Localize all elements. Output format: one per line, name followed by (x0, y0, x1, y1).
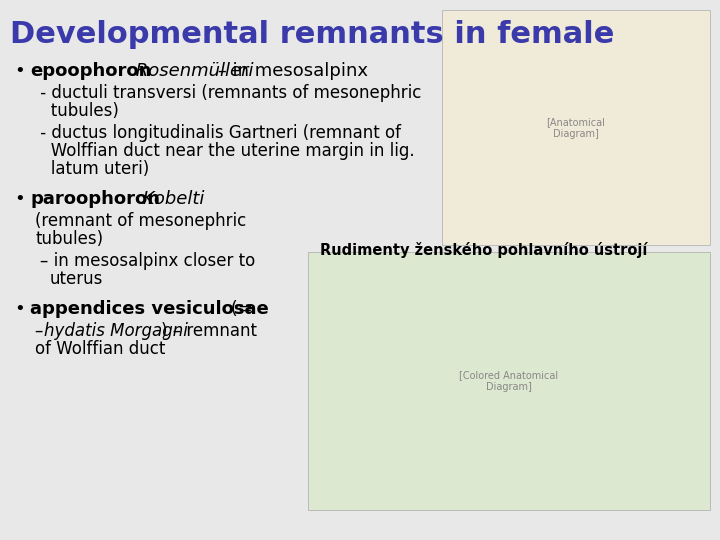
Text: - ductus longitudinalis Gartneri (remnant of: - ductus longitudinalis Gartneri (remnan… (35, 124, 401, 142)
Text: –: – (35, 322, 49, 340)
Text: [Anatomical
Diagram]: [Anatomical Diagram] (546, 117, 606, 139)
Text: •: • (14, 62, 24, 80)
Text: latum uteri): latum uteri) (35, 160, 149, 178)
Text: Kobelti: Kobelti (137, 190, 204, 208)
Text: tubules): tubules) (35, 230, 103, 248)
Text: appendices vesiculosae: appendices vesiculosae (30, 300, 269, 318)
Text: Wolffian duct near the uterine margin in lig.: Wolffian duct near the uterine margin in… (35, 142, 415, 160)
Text: •: • (14, 300, 24, 318)
Text: ) – remnant: ) – remnant (161, 322, 257, 340)
Text: Developmental remnants in female: Developmental remnants in female (10, 20, 614, 49)
Text: hydatis Morgagni: hydatis Morgagni (44, 322, 188, 340)
Text: epoophoron: epoophoron (30, 62, 151, 80)
Text: uterus: uterus (50, 270, 104, 288)
FancyBboxPatch shape (308, 252, 710, 510)
Text: [Colored Anatomical
Diagram]: [Colored Anatomical Diagram] (459, 370, 559, 392)
Text: - ductuli transversi (remnants of mesonephric: - ductuli transversi (remnants of mesone… (35, 84, 421, 102)
Text: Rudimenty ženského pohlavního ústrojí: Rudimenty ženského pohlavního ústrojí (320, 242, 647, 258)
Text: paroophoron: paroophoron (30, 190, 160, 208)
Text: Rosenmülleri: Rosenmülleri (130, 62, 253, 80)
Text: – in mesosalpinx closer to: – in mesosalpinx closer to (40, 252, 256, 270)
Text: tubules): tubules) (35, 102, 119, 120)
Text: (remnant of mesonephric: (remnant of mesonephric (35, 212, 246, 230)
Text: – in mesosalpinx: – in mesosalpinx (212, 62, 368, 80)
Text: of Wolffian duct: of Wolffian duct (35, 340, 166, 358)
FancyBboxPatch shape (442, 10, 710, 245)
Text: (=: (= (225, 300, 253, 318)
Text: •: • (14, 190, 24, 208)
